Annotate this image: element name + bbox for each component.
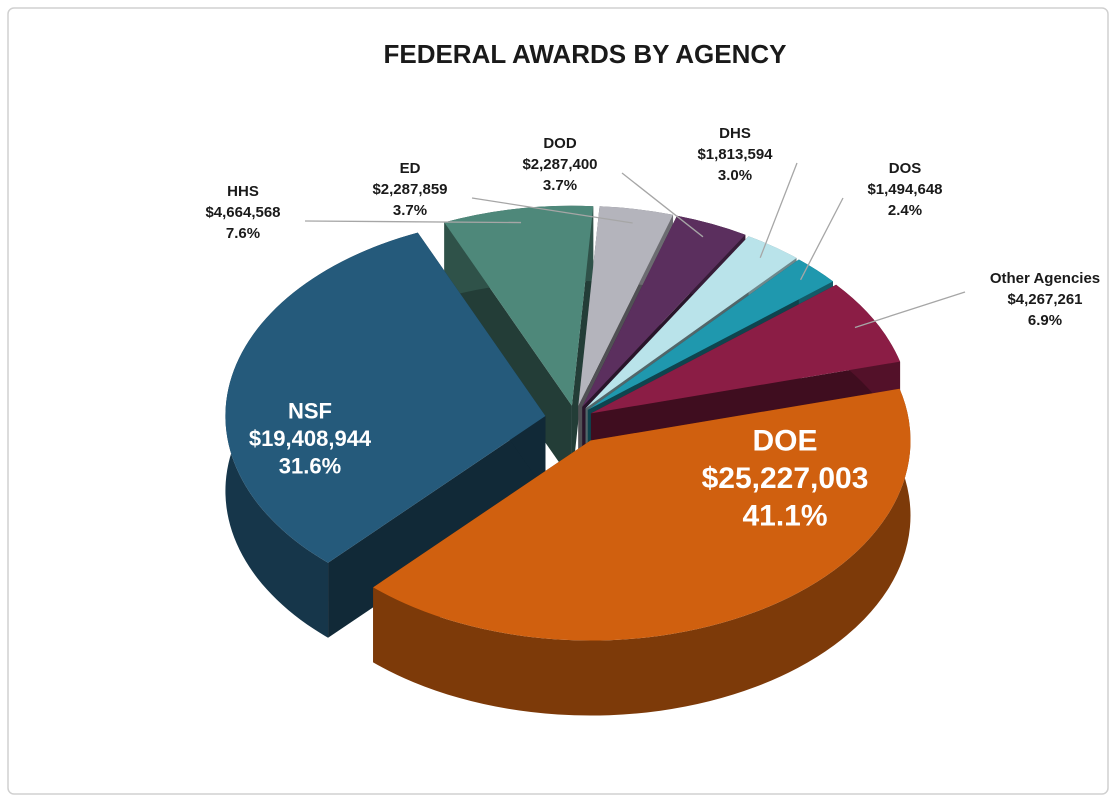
value-label: $2,287,400: [522, 156, 597, 173]
category-label: DOD: [543, 135, 577, 152]
percent-label: 31.6%: [279, 453, 341, 478]
slice: [225, 232, 546, 563]
value-label: $4,664,568: [205, 204, 280, 221]
category-label: ED: [400, 160, 421, 177]
percent-label: 7.6%: [226, 225, 260, 242]
percent-label: 3.7%: [543, 177, 577, 194]
value-label: $25,227,003: [702, 462, 869, 495]
category-label: HHS: [227, 183, 259, 200]
slice: [590, 284, 901, 414]
value-label: $1,813,594: [697, 146, 773, 163]
slice: [444, 205, 594, 406]
leader-line: [621, 172, 704, 238]
slice: [587, 259, 834, 410]
percent-label: 6.9%: [1028, 312, 1062, 329]
slice-tops: [225, 205, 911, 641]
category-label: Other Agencies: [990, 270, 1100, 287]
percent-label: 2.4%: [888, 202, 922, 219]
slice: [585, 236, 797, 409]
category-label: NSF: [288, 398, 332, 423]
percent-label: 3.7%: [393, 202, 427, 219]
leader-line: [799, 197, 844, 281]
value-label: $1,494,648: [867, 181, 942, 198]
percent-label: 41.1%: [742, 499, 827, 532]
value-label: $2,287,859: [372, 181, 447, 198]
leader-line: [759, 162, 798, 258]
category-label: DOS: [889, 160, 922, 177]
slice: [578, 206, 674, 406]
leader-line: [471, 197, 633, 224]
chart-title: FEDERAL AWARDS BY AGENCY: [383, 39, 786, 69]
slice: [582, 215, 746, 407]
slice-rim: [373, 388, 911, 716]
value-label: $4,267,261: [1007, 291, 1082, 308]
leader-line: [304, 220, 522, 224]
slice: [373, 388, 911, 641]
percent-label: 3.0%: [718, 167, 752, 184]
category-label: DOE: [752, 424, 817, 457]
category-label: DHS: [719, 125, 751, 142]
leader-line: [854, 291, 966, 329]
value-label: $19,408,944: [249, 426, 372, 451]
